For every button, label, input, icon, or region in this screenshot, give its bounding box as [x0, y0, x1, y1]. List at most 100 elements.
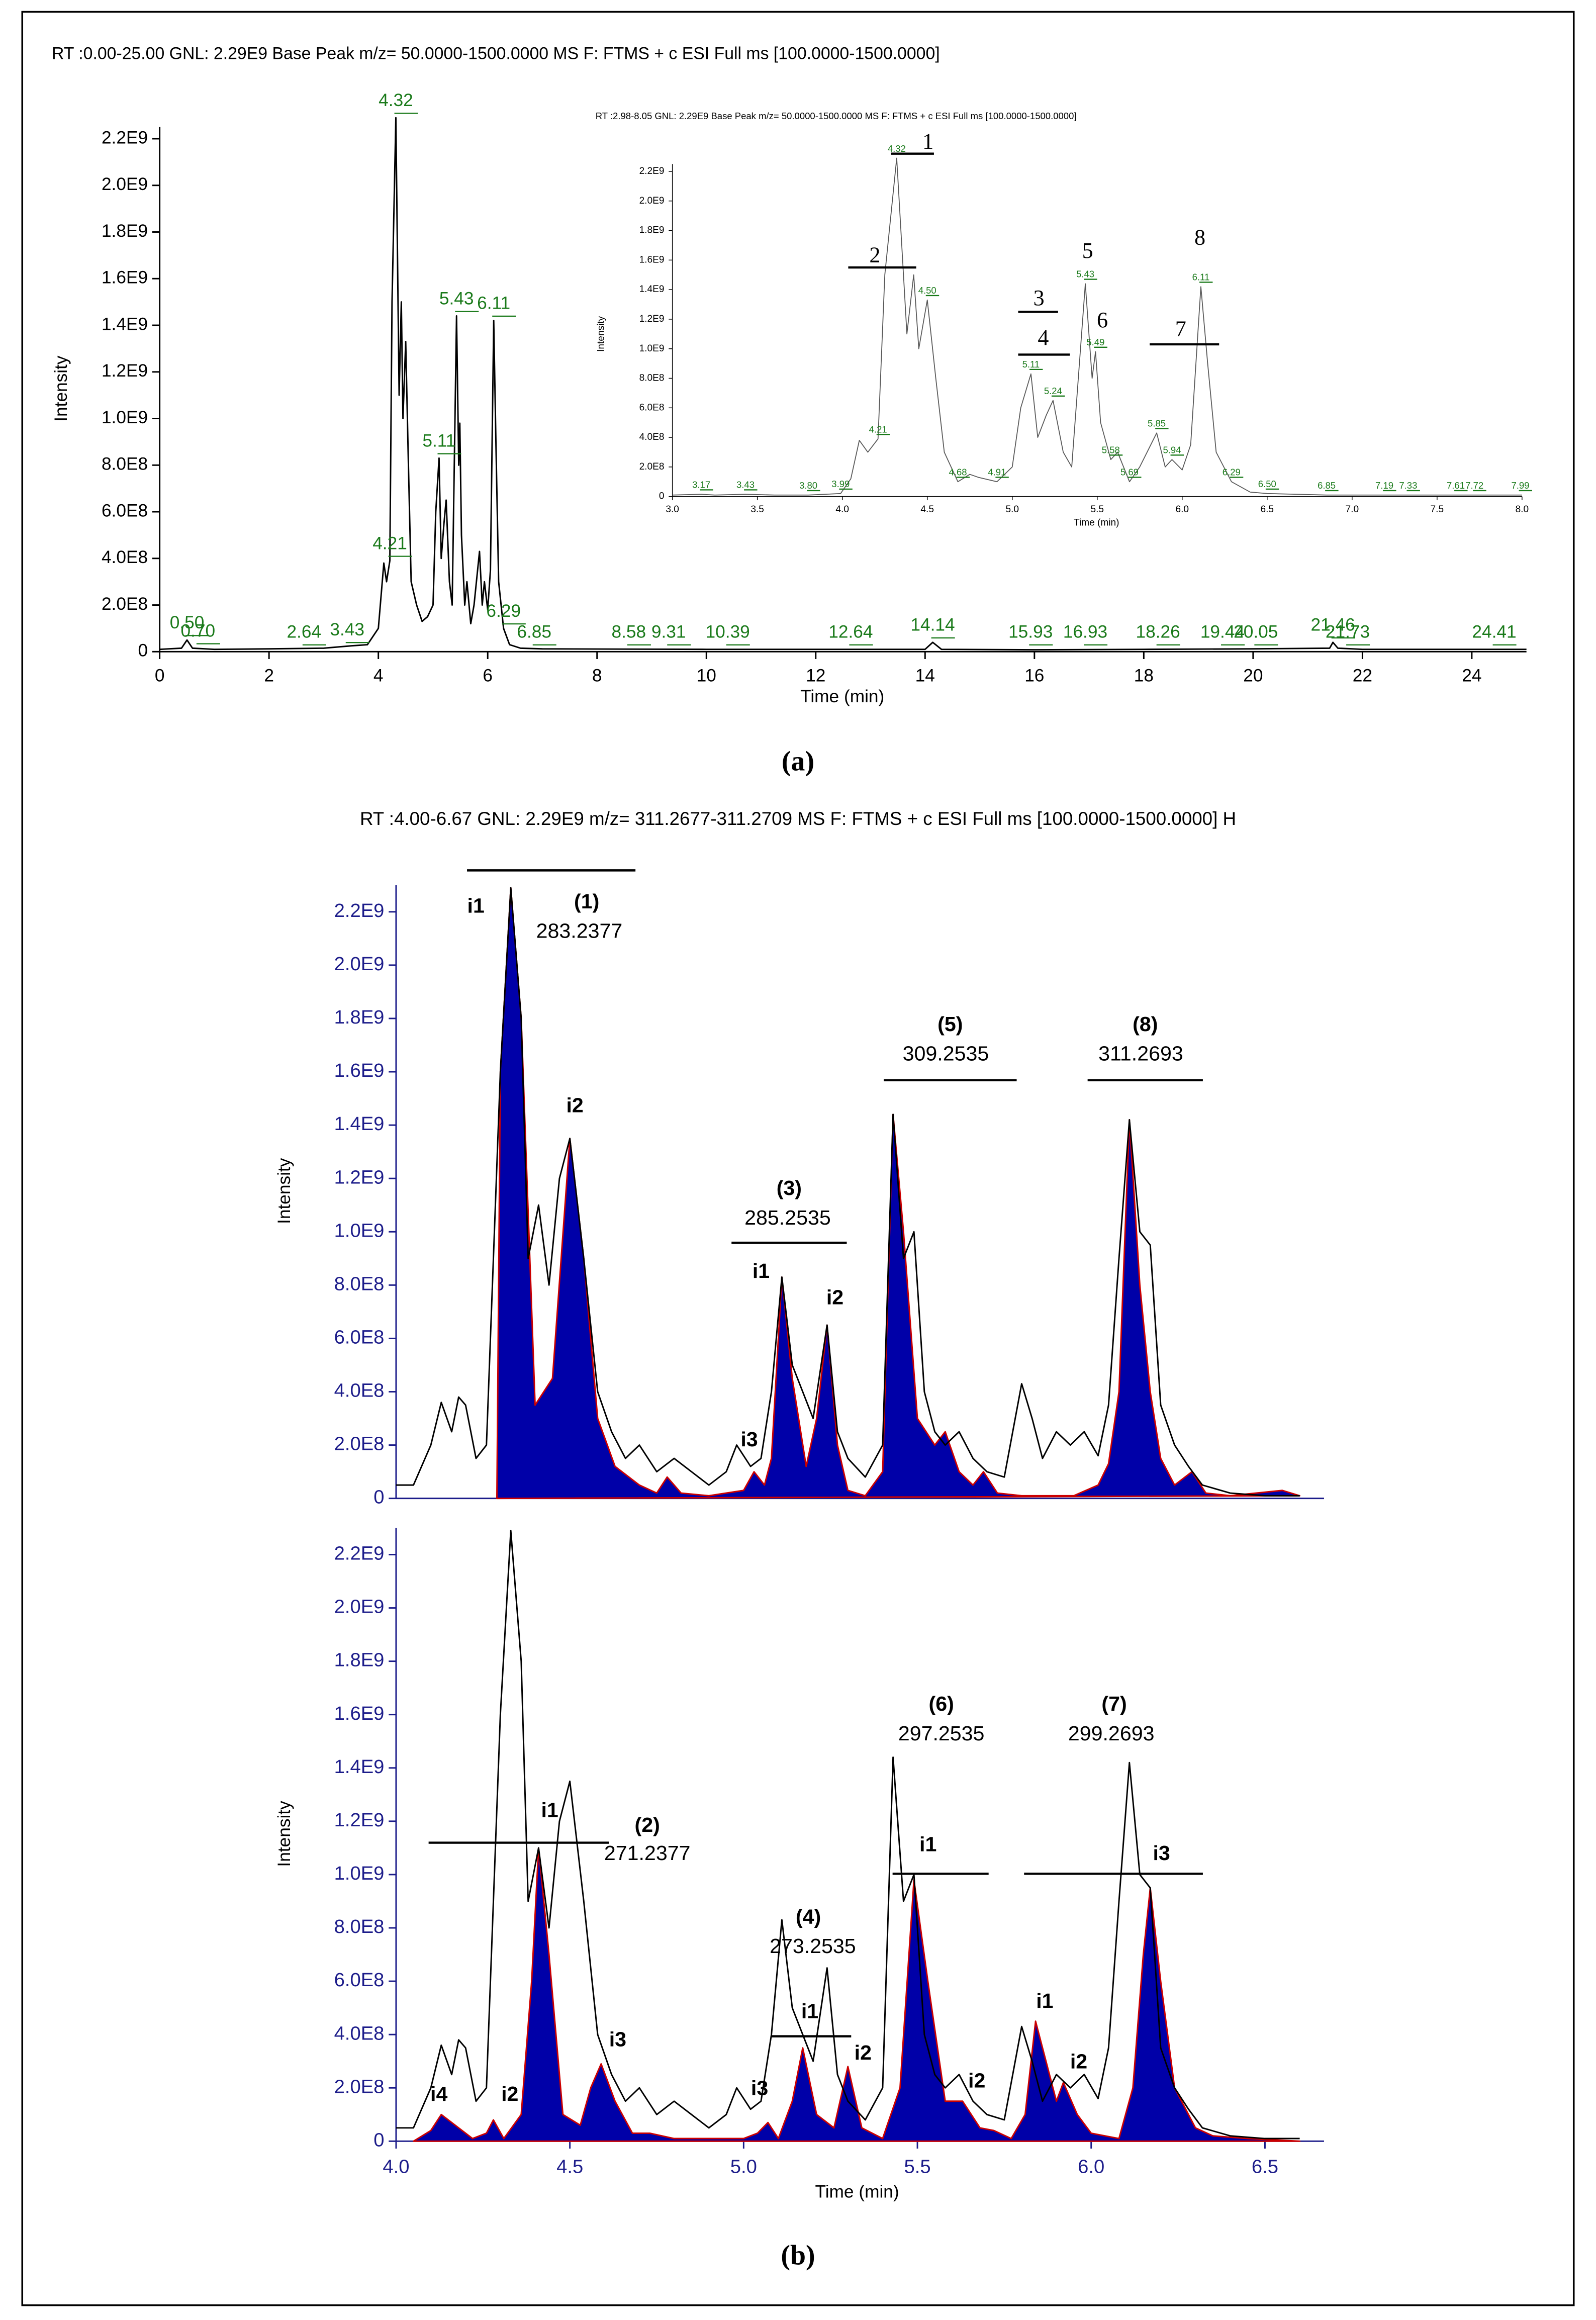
annotation: i1 [467, 894, 485, 917]
peak-label: 0.70 [180, 621, 215, 640]
y-tick-label: 1.4E9 [102, 314, 148, 334]
peak-label: 6.29 [1223, 467, 1241, 478]
caption: (b) [781, 2240, 815, 2271]
annotation: 2 [869, 243, 880, 267]
peak-label: 5.43 [1076, 269, 1094, 280]
peak-label: 7.72 [1465, 480, 1483, 491]
annotation: i2 [855, 2041, 872, 2064]
annotation: 299.2693 [1068, 1722, 1155, 1745]
annotation: i4 [430, 2082, 447, 2105]
y-tick-label: 4.0E8 [639, 432, 665, 442]
annotation: i1 [1036, 1989, 1053, 2012]
y-tick-label: 8.0E8 [639, 373, 665, 384]
y-tick-label: 8.0E8 [334, 1273, 385, 1294]
annotation: i1 [753, 1259, 770, 1282]
peak-label: 4.21 [372, 533, 407, 553]
peak-label: 7.99 [1511, 480, 1529, 491]
peak-label: 9.31 [651, 622, 686, 642]
y-tick-label: 1.0E9 [102, 408, 148, 427]
peak-label: 5.58 [1102, 444, 1120, 455]
x-tick-label: 6.0 [1078, 2156, 1104, 2177]
x-tick-label: 22 [1353, 666, 1372, 686]
x-tick-label: 8.0 [1516, 504, 1529, 515]
peak-label: 24.41 [1472, 622, 1516, 642]
annotation: i2 [968, 2069, 985, 2092]
peak-label: 5.85 [1148, 418, 1166, 429]
annotation: 1 [922, 129, 933, 153]
annotation: 271.2377 [604, 1841, 691, 1865]
x-tick-label: 4.0 [835, 504, 849, 515]
x-tick-label: 7.0 [1346, 504, 1359, 515]
peak-label: 5.11 [1022, 359, 1040, 369]
y-tick-label: 2.0E8 [639, 461, 665, 472]
y-tick-label: 1.2E9 [334, 1809, 385, 1831]
annotation: (6) [928, 1692, 954, 1715]
x-tick-label: 4.5 [920, 504, 934, 515]
x-tick-label: 4 [373, 666, 384, 686]
y-tick-label: 2.2E9 [334, 1543, 385, 1564]
annotation: i3 [740, 1428, 758, 1451]
annotation: 6 [1097, 308, 1108, 332]
y-tick-label: 6.0E8 [639, 402, 665, 413]
peak-label: 4.50 [918, 285, 936, 296]
chart-title: RT :2.98-8.05 GNL: 2.29E9 Base Peak m/z=… [596, 111, 1077, 121]
peak-label: 6.50 [1258, 479, 1276, 489]
y-tick-label: 2.2E9 [639, 166, 665, 176]
y-tick-label: 6.0E8 [334, 1327, 385, 1348]
peak-label: 5.94 [1163, 444, 1181, 455]
peak-label: 5.24 [1044, 386, 1062, 396]
y-tick-label: 6.0E8 [334, 1969, 385, 1991]
peak-label: 5.11 [422, 431, 455, 450]
annotation: i1 [541, 1799, 558, 1822]
peak-label: 6.29 [486, 601, 521, 621]
peak-label: 7.61 [1447, 480, 1465, 491]
annotation: i2 [1070, 2050, 1087, 2073]
annotation: i1 [919, 1832, 936, 1855]
y-tick-label: 2.0E9 [334, 1596, 385, 1618]
y-axis-label: Intensity [51, 355, 71, 422]
x-axis-label: Time (min) [815, 2182, 899, 2202]
peak-label: 2.64 [287, 622, 321, 642]
peak-label: 5.69 [1120, 467, 1139, 478]
y-tick-label: 1.6E9 [334, 1703, 385, 1724]
y-tick-label: 4.0E8 [334, 2022, 385, 2044]
annotation: (1) [574, 890, 599, 913]
x-tick-label: 5.0 [1005, 504, 1019, 515]
peak-label: 4.21 [869, 424, 887, 434]
y-tick-label: 0 [373, 2129, 384, 2151]
annotation: 3 [1034, 286, 1045, 310]
y-axis-label: Intensity [274, 1801, 294, 1867]
x-tick-label: 6.0 [1175, 504, 1189, 515]
x-tick-label: 6.5 [1261, 504, 1274, 515]
y-tick-label: 0 [659, 491, 665, 502]
x-tick-label: 4.0 [383, 2156, 409, 2177]
annotation: (3) [777, 1176, 802, 1199]
x-tick-label: 5.5 [1090, 504, 1104, 515]
y-tick-label: 1.0E9 [639, 343, 665, 354]
annotation: i2 [826, 1286, 843, 1309]
annotation: i1 [801, 1999, 818, 2022]
peak-label: 15.93 [1008, 622, 1053, 642]
y-axis-label: Intensity [274, 1158, 294, 1224]
y-tick-label: 8.0E8 [334, 1916, 385, 1937]
y-tick-label: 2.0E9 [639, 196, 665, 206]
annotation: 7 [1175, 317, 1186, 341]
line [672, 157, 1522, 496]
y-tick-label: 1.6E9 [639, 254, 665, 265]
y-tick-label: 1.0E9 [334, 1863, 385, 1884]
x-tick-label: 0 [155, 666, 165, 686]
peak-label: 4.68 [949, 467, 967, 478]
x-tick-label: 18 [1134, 666, 1154, 686]
y-tick-label: 1.8E9 [334, 1649, 385, 1671]
x-tick-label: 5.5 [904, 2156, 930, 2177]
annotation: i2 [501, 2082, 518, 2105]
y-tick-label: 4.0E8 [102, 547, 148, 567]
annotation: i3 [751, 2076, 768, 2099]
peak-label: 7.19 [1375, 480, 1393, 491]
peak-label: 18.26 [1136, 622, 1180, 642]
annotation: 311.2693 [1098, 1042, 1183, 1065]
annotation: i3 [609, 2027, 626, 2051]
x-tick-label: 2 [264, 666, 274, 686]
annotation: i2 [566, 1094, 583, 1117]
x-tick-label: 14 [915, 666, 935, 686]
